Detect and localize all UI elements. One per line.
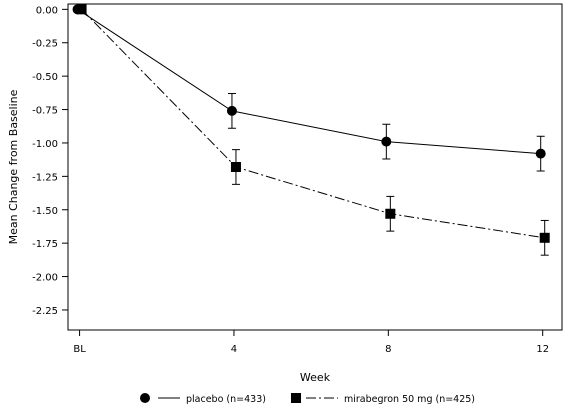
y-tick-label: 0.00 — [36, 5, 58, 16]
y-tick-label: -1.75 — [32, 239, 58, 250]
series-line — [81, 8, 545, 239]
data-point — [381, 136, 392, 147]
data-point — [76, 4, 87, 15]
y-tick-label: -0.75 — [32, 106, 58, 117]
data-point — [230, 162, 241, 172]
y-tick-label: -0.50 — [32, 72, 58, 83]
legend-label: mirabegron 50 mg (n=425) — [344, 394, 475, 405]
data-point — [539, 232, 550, 243]
series-line — [77, 8, 541, 155]
x-tick-label: BL — [73, 344, 86, 355]
data-point — [385, 208, 396, 219]
legend-circle-marker — [140, 393, 150, 403]
y-axis-label: Mean Change from Baseline — [7, 89, 20, 244]
x-axis: BL 4 8 12 — [73, 330, 549, 355]
legend: placebo (n=433) mirabegron 50 mg (n=425) — [140, 393, 475, 405]
y-tick-label: -2.00 — [32, 273, 58, 284]
x-tick-label: 4 — [231, 344, 237, 355]
y-tick-label: -1.50 — [32, 206, 58, 217]
y-axis: 0.00 -0.25 -0.50 -0.75 -1.00 -1.25 -1.50 -1.75 -… — [32, 5, 68, 317]
y-tick-label: -1.25 — [32, 172, 58, 183]
x-axis-label: Week — [300, 371, 331, 384]
y-tick-label: -0.25 — [32, 39, 58, 50]
y-tick-label: -1.00 — [32, 139, 58, 150]
legend-item: placebo (n=433) — [140, 393, 266, 405]
legend-square-marker — [291, 393, 301, 403]
legend-label: placebo (n=433) — [186, 394, 266, 405]
data-point — [535, 148, 546, 159]
x-tick-label: 8 — [385, 344, 391, 355]
series-2 — [76, 4, 550, 256]
legend-item: mirabegron 50 mg (n=425) — [291, 393, 475, 405]
x-tick-label: 12 — [536, 344, 549, 355]
plot-frame — [67, 3, 563, 331]
data-point — [226, 105, 237, 116]
series-1 — [72, 4, 546, 172]
y-tick-label: -2.25 — [32, 306, 58, 317]
series-layer — [72, 4, 550, 256]
